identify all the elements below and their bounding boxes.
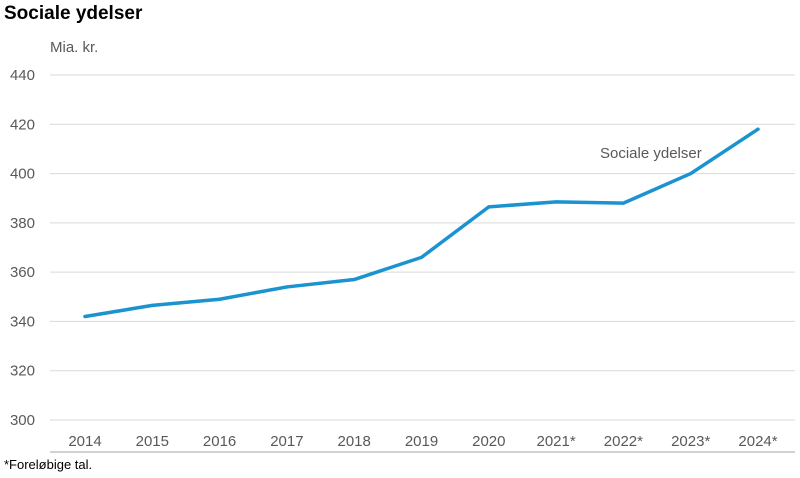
- y-tick-label: 380: [10, 215, 35, 232]
- data-point: [150, 303, 154, 307]
- x-tick-label: 2024*: [738, 433, 777, 450]
- data-point: [487, 205, 491, 209]
- data-point: [285, 285, 289, 289]
- x-tick-label: 2017: [270, 433, 303, 450]
- series-group: Sociale ydelser: [83, 127, 760, 319]
- data-point: [420, 255, 423, 259]
- chart-title: Sociale ydelser: [4, 3, 143, 24]
- y-tick-label: 400: [10, 166, 35, 183]
- gridlines: [50, 74, 795, 453]
- x-tick-label: 2015: [136, 433, 169, 450]
- y-axis-ticks: 300 320 340 360 380 400 420 440: [10, 67, 35, 429]
- y-tick-label: 420: [10, 116, 35, 133]
- data-point: [689, 172, 693, 176]
- x-tick-label: 2016: [203, 433, 236, 450]
- series-label: Sociale ydelser: [600, 145, 702, 162]
- y-tick-label: 360: [10, 264, 35, 281]
- data-point: [83, 315, 87, 318]
- x-tick-label: 2014: [68, 433, 101, 450]
- x-tick-label: 2020: [472, 433, 505, 450]
- x-tick-label: 2018: [338, 433, 371, 450]
- data-point: [218, 297, 222, 301]
- y-tick-label: 300: [10, 412, 35, 429]
- y-tick-label: 440: [10, 67, 35, 84]
- x-axis-ticks: 2014 2015 2016 2017 2018 2019 2020 2021* 2022* 20…: [68, 433, 777, 450]
- y-tick-label: 340: [10, 313, 35, 330]
- x-tick-label: 2023*: [671, 433, 710, 450]
- y-axis-unit-label: Mia. kr.: [50, 39, 98, 56]
- data-point: [554, 200, 558, 204]
- y-tick-label: 320: [10, 363, 35, 380]
- x-tick-label: 2021*: [536, 433, 575, 450]
- x-tick-label: 2022*: [604, 433, 643, 450]
- data-point: [352, 278, 356, 282]
- data-point: [621, 201, 625, 205]
- data-point: [756, 127, 760, 131]
- footnote: *Foreløbige tal.: [4, 457, 93, 472]
- x-tick-label: 2019: [405, 433, 438, 450]
